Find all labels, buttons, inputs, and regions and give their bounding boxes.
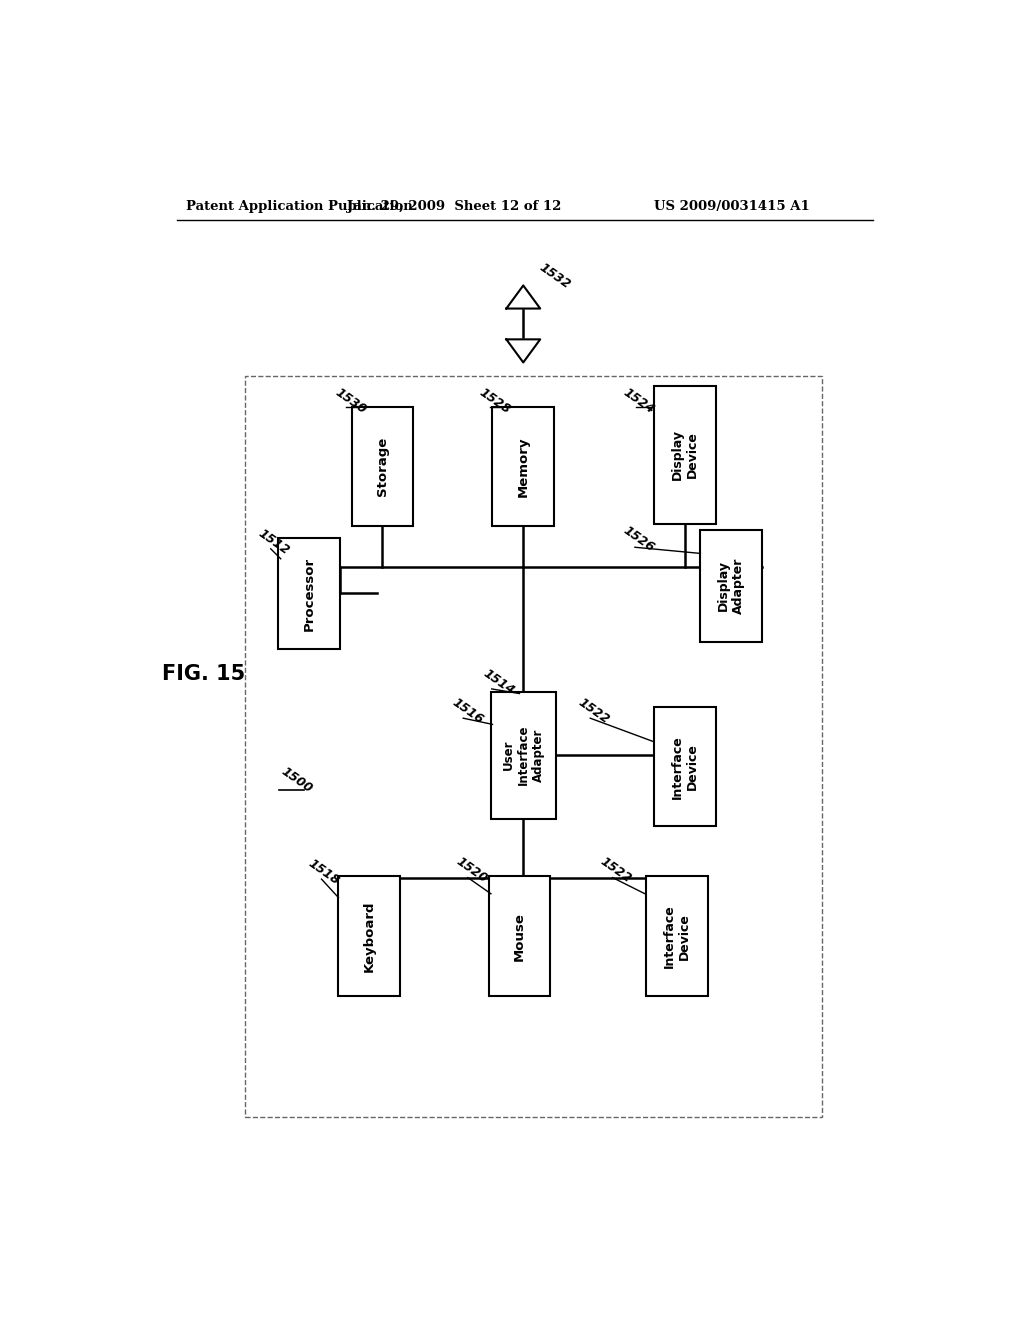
Text: 1516: 1516 xyxy=(451,696,486,726)
Text: Keyboard: Keyboard xyxy=(362,900,376,972)
Text: FIG. 15: FIG. 15 xyxy=(162,664,246,684)
Text: Interface
Device: Interface Device xyxy=(671,735,699,799)
Bar xyxy=(339,876,400,995)
Text: 1528: 1528 xyxy=(476,385,512,416)
Bar xyxy=(646,876,708,995)
Text: 1532: 1532 xyxy=(538,261,573,292)
Text: 1522: 1522 xyxy=(598,855,634,886)
Text: 1512: 1512 xyxy=(256,527,292,557)
Text: US 2009/0031415 A1: US 2009/0031415 A1 xyxy=(654,199,810,213)
Text: Memory: Memory xyxy=(517,436,529,496)
Bar xyxy=(493,407,554,527)
Text: 1524: 1524 xyxy=(621,385,657,416)
Bar xyxy=(700,529,762,642)
Text: 1526: 1526 xyxy=(621,524,657,554)
Bar xyxy=(490,692,556,818)
Polygon shape xyxy=(506,285,541,309)
Text: Processor: Processor xyxy=(303,557,315,631)
Text: 1530: 1530 xyxy=(333,385,369,416)
Text: Jan. 29, 2009  Sheet 12 of 12: Jan. 29, 2009 Sheet 12 of 12 xyxy=(347,199,561,213)
Bar xyxy=(351,407,413,527)
Text: Display
Device: Display Device xyxy=(671,429,699,480)
Bar xyxy=(488,876,550,995)
Text: Patent Application Publication: Patent Application Publication xyxy=(186,199,413,213)
Text: Mouse: Mouse xyxy=(513,912,526,961)
Bar xyxy=(279,537,340,649)
Text: Storage: Storage xyxy=(376,437,389,496)
Bar xyxy=(245,376,822,1117)
Text: Interface
Device: Interface Device xyxy=(664,904,691,968)
Text: Display
Adapter: Display Adapter xyxy=(717,557,745,614)
Text: 1500: 1500 xyxy=(280,766,315,796)
Bar xyxy=(654,385,716,524)
Text: 1522: 1522 xyxy=(575,696,611,726)
Text: User
Interface
Adapter: User Interface Adapter xyxy=(502,725,545,785)
Polygon shape xyxy=(506,339,541,363)
Bar xyxy=(654,708,716,826)
Text: 1518: 1518 xyxy=(306,857,342,887)
Text: 1514: 1514 xyxy=(481,667,517,697)
Text: 1520: 1520 xyxy=(454,855,490,886)
